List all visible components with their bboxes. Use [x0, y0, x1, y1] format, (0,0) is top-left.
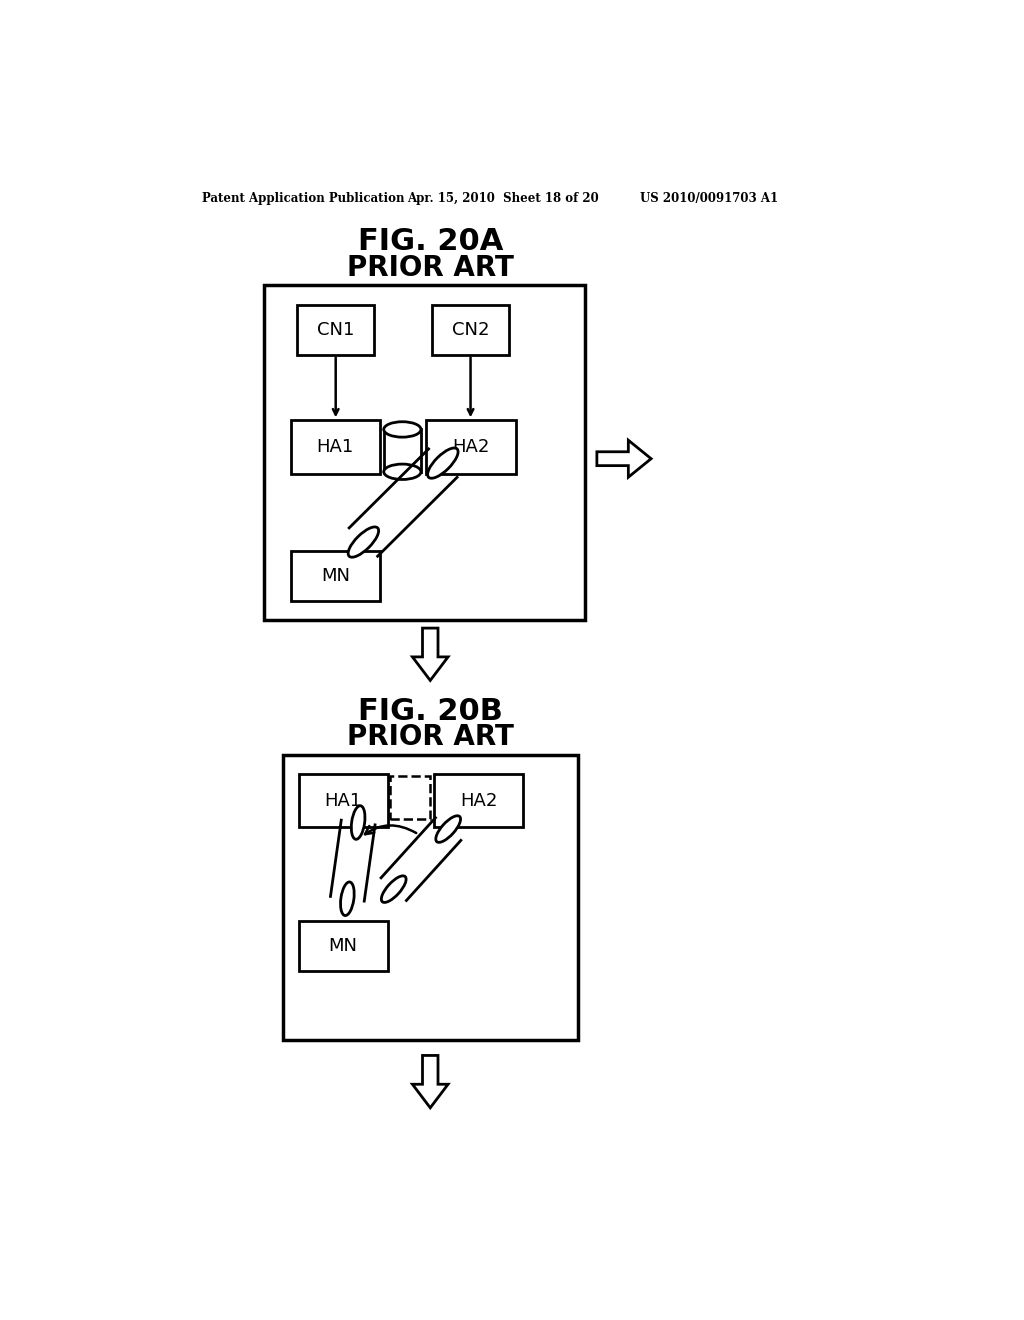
Text: FIG. 20A: FIG. 20A [357, 227, 503, 256]
Text: PRIOR ART: PRIOR ART [347, 723, 514, 751]
Text: MN: MN [329, 937, 357, 954]
Bar [432, 305, 509, 355]
Text: CN2: CN2 [452, 321, 489, 339]
Bar [283, 755, 578, 1040]
Bar [291, 552, 380, 601]
Text: HA2: HA2 [460, 792, 498, 809]
Ellipse shape [351, 805, 365, 840]
Ellipse shape [348, 527, 379, 557]
Text: HA1: HA1 [316, 438, 354, 457]
Polygon shape [413, 628, 449, 681]
Text: MN: MN [321, 568, 350, 585]
Ellipse shape [436, 816, 461, 842]
Bar [263, 285, 586, 620]
Ellipse shape [384, 422, 421, 437]
Text: PRIOR ART: PRIOR ART [347, 253, 514, 281]
Text: Patent Application Publication: Patent Application Publication [202, 191, 404, 205]
Text: HA1: HA1 [325, 792, 361, 809]
Ellipse shape [341, 882, 354, 916]
Ellipse shape [381, 876, 407, 903]
FancyArrowPatch shape [365, 825, 416, 834]
Bar [297, 305, 375, 355]
Text: US 2010/0091703 A1: US 2010/0091703 A1 [640, 191, 777, 205]
Bar [299, 775, 388, 826]
Polygon shape [597, 441, 651, 478]
Bar [426, 420, 515, 474]
Text: HA2: HA2 [453, 438, 489, 457]
Bar [291, 420, 380, 474]
Text: CN1: CN1 [317, 321, 354, 339]
Bar [390, 776, 430, 818]
Text: Apr. 15, 2010  Sheet 18 of 20: Apr. 15, 2010 Sheet 18 of 20 [407, 191, 599, 205]
Bar [434, 775, 523, 826]
Bar [299, 921, 388, 970]
Text: FIG. 20B: FIG. 20B [357, 697, 503, 726]
Polygon shape [413, 1056, 449, 1107]
Ellipse shape [384, 465, 421, 479]
Ellipse shape [428, 447, 458, 478]
